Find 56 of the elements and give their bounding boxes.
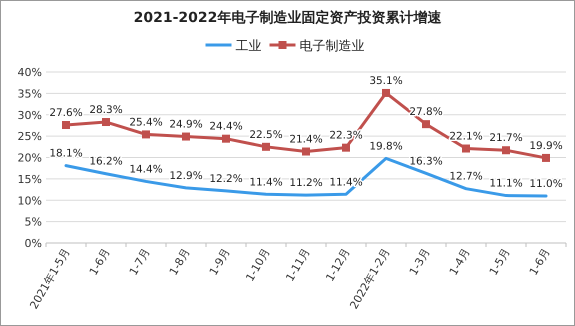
y-tick-label: 35% [18, 87, 42, 100]
data-label: 11.4% [249, 176, 283, 188]
y-tick-label: 10% [18, 194, 42, 208]
x-tick-label: 1-6月 [86, 246, 113, 278]
y-tick-label: 40% [18, 66, 42, 79]
data-label: 28.3% [89, 104, 123, 116]
legend-label: 工业 [236, 39, 262, 54]
data-label: 19.8% [369, 140, 403, 152]
data-label: 12.2% [209, 172, 243, 185]
data-label: 16.2% [89, 156, 123, 168]
x-tick-label: 1-3月 [406, 246, 433, 278]
x-tick-label: 1-4月 [446, 246, 473, 278]
y-tick-label: 0% [24, 237, 42, 250]
data-label: 22.5% [249, 128, 283, 141]
chart-title: 2021-2022年电子制造业固定资产投资累计增速 [134, 9, 442, 26]
x-tick-label: 1-8月 [166, 246, 193, 278]
data-label: 27.6% [49, 107, 83, 120]
data-label: 12.9% [169, 170, 203, 182]
data-label: 11.1% [489, 178, 523, 190]
point [182, 132, 190, 141]
point [542, 154, 550, 162]
x-tick-label: 1-7月 [126, 246, 153, 278]
x-tick-label: 1-9月 [206, 246, 233, 278]
data-label: 19.9% [529, 140, 563, 152]
data-label: 18.1% [49, 148, 83, 160]
point [342, 144, 350, 152]
y-tick-label: 30% [18, 108, 42, 122]
data-label: 11.0% [529, 178, 563, 190]
point [462, 144, 470, 153]
point [222, 134, 230, 143]
point [382, 88, 390, 97]
data-label: 22.1% [449, 130, 483, 143]
point [62, 121, 70, 130]
data-label: 35.1% [369, 74, 403, 87]
data-label: 11.2% [289, 177, 323, 190]
point [102, 118, 110, 126]
data-label: 24.9% [169, 118, 203, 131]
y-tick-label: 15% [18, 172, 42, 186]
data-label: 12.7% [449, 170, 483, 183]
legend-label: 电子制造业 [300, 39, 364, 54]
point [502, 146, 510, 154]
y-tick-label: 20% [18, 152, 42, 164]
data-label: 21.4% [289, 134, 323, 146]
y-tick-label: 25% [18, 130, 42, 144]
data-label: 21.7% [489, 132, 523, 144]
point [262, 142, 270, 151]
point [142, 130, 150, 138]
x-tick-label: 1-5月 [486, 246, 513, 278]
x-tick-label: 1-6月 [526, 246, 553, 278]
point [302, 148, 310, 156]
data-label: 14.4% [129, 163, 163, 176]
point [422, 120, 430, 128]
data-label: 16.3% [409, 155, 443, 168]
y-tick-label: 5% [24, 216, 42, 229]
data-label: 24.4% [209, 120, 243, 133]
data-label: 25.4% [129, 116, 163, 128]
